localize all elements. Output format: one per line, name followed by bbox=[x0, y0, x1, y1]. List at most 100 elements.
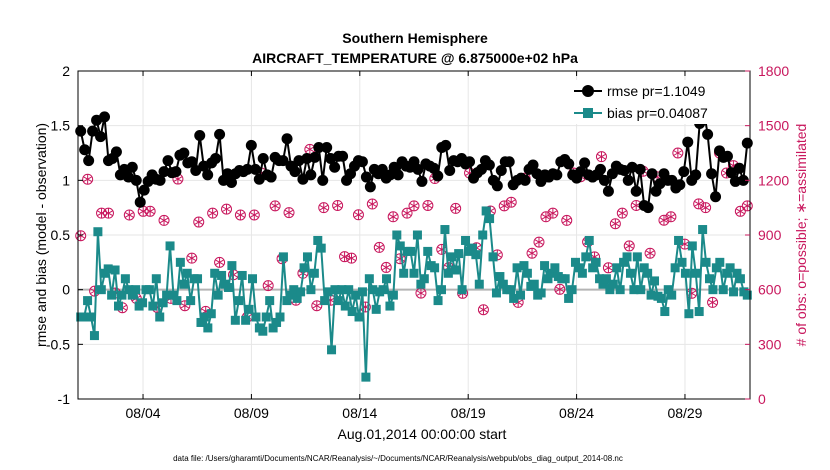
bias-point bbox=[443, 268, 453, 278]
bias-point bbox=[704, 274, 714, 284]
obs-assimilated-marker bbox=[381, 262, 391, 273]
bias-point bbox=[234, 296, 244, 306]
bias-point bbox=[357, 287, 367, 297]
bias-point bbox=[371, 304, 381, 314]
rmse-point bbox=[491, 180, 503, 192]
bias-point bbox=[667, 290, 677, 300]
bias-point bbox=[519, 261, 529, 271]
obs-assimilated-marker bbox=[673, 148, 683, 158]
bias-point bbox=[485, 214, 495, 224]
bias-point bbox=[258, 326, 268, 336]
bias-point bbox=[546, 268, 556, 278]
bias-point bbox=[172, 296, 182, 306]
obs-assimilated-marker bbox=[194, 217, 204, 228]
bias-point bbox=[114, 301, 124, 311]
bias-point bbox=[694, 307, 704, 317]
obs-asterisk-stroke bbox=[346, 255, 357, 262]
rmse-point bbox=[360, 171, 372, 183]
obs-assimilated-marker bbox=[645, 248, 655, 259]
bias-point bbox=[423, 246, 433, 256]
obs-asterisk-stroke bbox=[506, 199, 516, 206]
bias-point bbox=[327, 345, 337, 355]
rmse-point bbox=[741, 137, 753, 149]
bias-point bbox=[491, 288, 501, 298]
obs-assimilated-marker bbox=[235, 209, 246, 220]
bias-point bbox=[701, 257, 711, 267]
obs-assimilated-marker bbox=[707, 297, 718, 308]
bias-point bbox=[148, 301, 158, 311]
obs-assimilated-marker bbox=[596, 151, 607, 162]
rmse-point bbox=[249, 163, 261, 175]
bias-point bbox=[509, 293, 519, 303]
obs-assimilated-marker bbox=[555, 284, 565, 295]
obs-asterisk-stroke bbox=[416, 290, 426, 297]
rmse-point bbox=[495, 164, 507, 176]
bias-point bbox=[461, 235, 471, 245]
obs-assimilated-marker bbox=[124, 209, 134, 220]
rmse-point bbox=[178, 147, 190, 159]
bias-point bbox=[722, 268, 732, 278]
rmse-point bbox=[622, 174, 634, 186]
bias-point bbox=[351, 290, 361, 300]
obs-asterisk-stroke bbox=[367, 201, 377, 207]
obs-asterisk-stroke bbox=[596, 153, 607, 160]
obs-asterisk-stroke bbox=[284, 209, 294, 216]
bias-point bbox=[340, 301, 350, 311]
x-tick-label: 08/04 bbox=[126, 405, 161, 421]
bias-point bbox=[488, 252, 498, 262]
obs-asterisk-stroke bbox=[235, 212, 246, 218]
bias-point bbox=[412, 230, 422, 240]
bias-point bbox=[570, 257, 580, 267]
bias-point bbox=[471, 250, 481, 260]
bias-point bbox=[632, 252, 642, 262]
bias-point bbox=[595, 274, 605, 284]
rmse-point bbox=[444, 164, 456, 176]
obs-asterisk-stroke bbox=[735, 208, 745, 215]
bias-point bbox=[223, 282, 233, 292]
bias-point bbox=[268, 323, 278, 333]
obs-assimilated-marker bbox=[263, 280, 273, 291]
obs-asterisk-stroke bbox=[124, 212, 134, 218]
bias-point bbox=[505, 285, 515, 295]
rmse-point bbox=[87, 125, 99, 137]
rmse-point bbox=[630, 185, 642, 197]
bias-point bbox=[536, 288, 546, 298]
obs-assimilated-marker bbox=[312, 300, 322, 311]
rmse-point bbox=[110, 146, 122, 158]
bias-point bbox=[275, 312, 285, 322]
obs-asterisk-stroke bbox=[145, 208, 155, 215]
bias-point bbox=[333, 296, 343, 306]
bias-point bbox=[522, 268, 532, 278]
y-axis-right-label: # of obs: o=possible; ∗=assimilated bbox=[793, 124, 809, 347]
y-right-tick-label: 900 bbox=[758, 227, 782, 243]
bias-point bbox=[440, 225, 450, 235]
rmse-point bbox=[579, 157, 591, 169]
bias-point bbox=[210, 268, 220, 278]
rmse-point bbox=[527, 159, 539, 171]
rmse-point bbox=[710, 191, 722, 203]
bias-point bbox=[567, 285, 577, 295]
bias-point bbox=[131, 285, 141, 295]
y-tick-label: 1.5 bbox=[51, 118, 71, 134]
bias-point bbox=[598, 279, 608, 289]
bias-point bbox=[320, 296, 330, 306]
obs-asterisk-stroke bbox=[513, 299, 523, 306]
y-right-tick-label: 600 bbox=[758, 282, 782, 298]
rmse-point bbox=[257, 152, 269, 164]
bias-point bbox=[199, 312, 209, 322]
obs-assimilated-marker bbox=[221, 204, 232, 215]
obs-assimilated-marker bbox=[103, 208, 114, 219]
obs-asterisk-stroke bbox=[610, 220, 620, 227]
obs-asterisk-stroke bbox=[249, 212, 259, 218]
obs-asterisk-stroke bbox=[701, 204, 711, 211]
bias-point bbox=[474, 279, 484, 289]
rmse-point bbox=[154, 174, 166, 186]
rmse-point bbox=[289, 166, 301, 178]
bias-point bbox=[278, 252, 288, 262]
bias-point bbox=[419, 274, 429, 284]
y-tick-label: 0.5 bbox=[51, 227, 71, 243]
obs-assimilated-marker bbox=[506, 197, 516, 208]
bias-point bbox=[581, 252, 591, 262]
obs-assimilated-marker bbox=[666, 211, 676, 222]
